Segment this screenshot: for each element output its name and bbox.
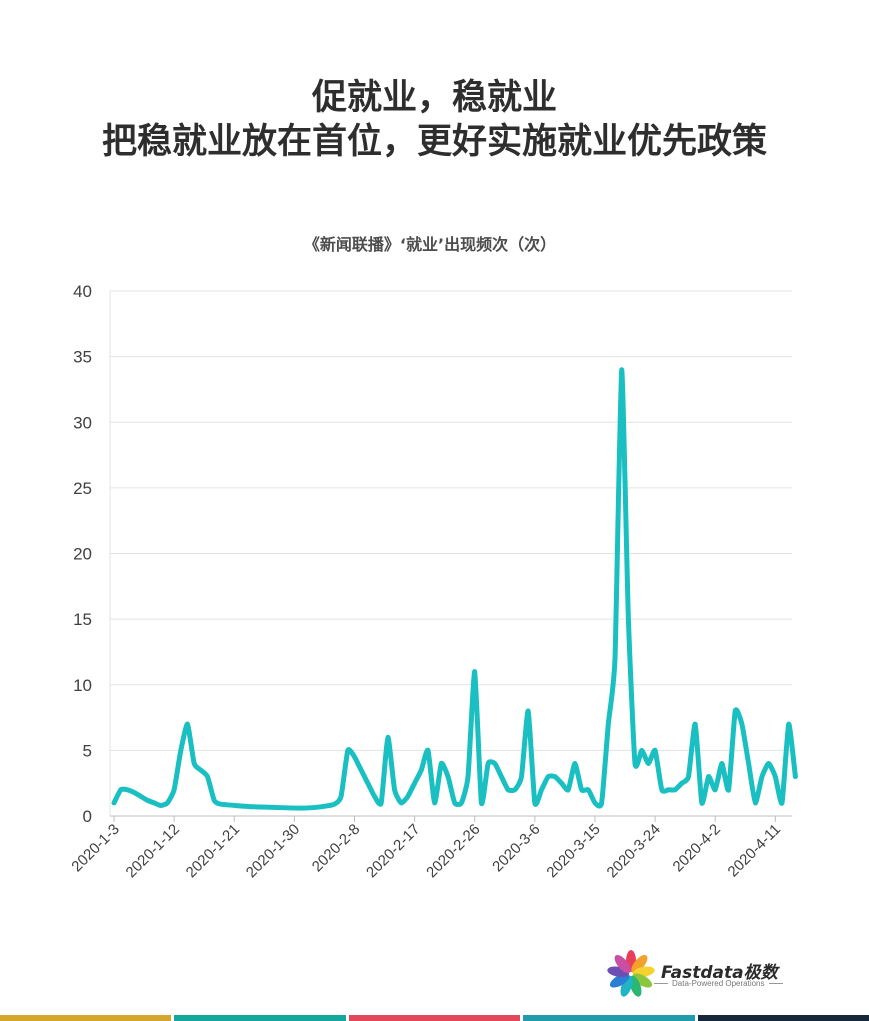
footer-color-segment — [348, 1015, 521, 1021]
y-tick-label: 15 — [73, 610, 92, 629]
chart-title: 《新闻联播》‘就业’出现频次（次） — [304, 235, 556, 254]
flower-logo-icon — [607, 950, 655, 997]
x-tick-label: 2020-1-21 — [183, 821, 243, 881]
y-tick-label: 5 — [83, 741, 92, 760]
x-tick-label: 2020-3-6 — [489, 821, 543, 875]
footer-color-bar — [0, 1015, 869, 1021]
x-tick-label: 2020-1-30 — [243, 821, 303, 881]
fastdata-logo: Fastdata极数 Data-Powered Operations — [604, 944, 794, 1004]
y-tick-label: 35 — [73, 348, 92, 367]
logo-petal — [632, 973, 653, 988]
page-title-line-1: 促就业，稳就业 — [311, 78, 557, 118]
logo-petal — [614, 955, 631, 974]
logo-petal — [609, 973, 630, 988]
y-tick-label: 10 — [73, 676, 92, 695]
y-tick-label: 30 — [73, 413, 92, 432]
x-tick-label: 2020-3-15 — [543, 821, 603, 881]
x-tick-label: 2020-1-3 — [68, 821, 122, 875]
footer-color-segment — [523, 1015, 695, 1021]
footer-color-segment — [0, 1015, 172, 1021]
series-line-employment-mentions — [111, 367, 798, 811]
x-tick-label: 2020-4-11 — [725, 821, 785, 881]
y-tick-label: 25 — [73, 479, 92, 498]
y-tick-label: 20 — [73, 545, 92, 564]
x-axis: 2020-1-3 2020-1-12 2020-1-21 2020-1-30 2020-… — [68, 291, 792, 881]
y-tick-label: 0 — [83, 807, 92, 826]
x-tick-label: 2020-3-24 — [604, 821, 664, 881]
page-title-line-2: 把稳就业放在首位，更好实施就业优先政策 — [101, 122, 767, 162]
x-tick-label: 2020-2-26 — [423, 821, 483, 881]
footer-color-segment — [174, 1015, 346, 1021]
logo-tagline: Data-Powered Operations — [650, 979, 780, 988]
x-tick-label: 2020-1-12 — [123, 821, 183, 881]
x-tick-label: 2020-2-17 — [363, 821, 423, 881]
footer-color-segment — [697, 1015, 869, 1021]
x-tick-label: 2020-2-8 — [309, 821, 363, 875]
logo-wordmark: Fastdata极数 — [661, 963, 778, 983]
chart-gridlines — [110, 290, 792, 751]
series-layer — [111, 367, 798, 811]
y-axis: 0 5 10 15 20 25 30 35 40 — [73, 282, 92, 826]
x-tick-label: 2020-4-2 — [670, 821, 724, 875]
logo-petal — [631, 955, 648, 974]
y-tick-label: 40 — [73, 282, 92, 301]
